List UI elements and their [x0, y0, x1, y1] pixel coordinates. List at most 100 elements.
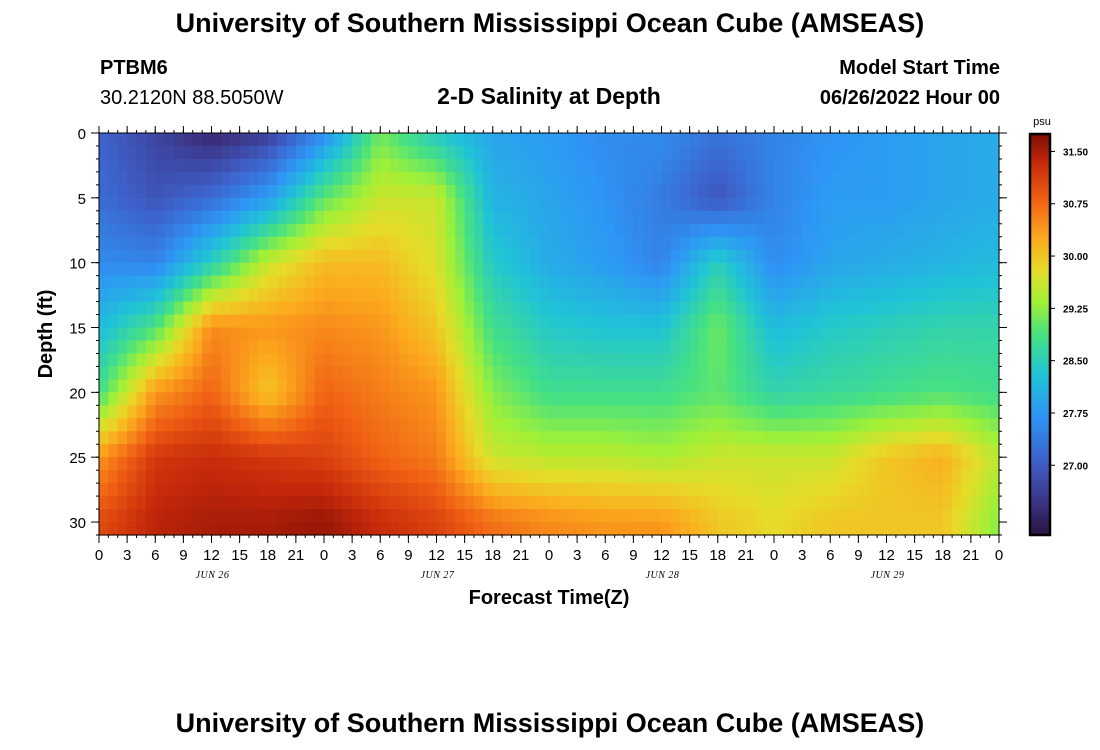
heatmap-cell [202, 418, 213, 432]
heatmap-cell [474, 223, 484, 238]
heatmap-cell [586, 236, 597, 251]
heatmap-cell [483, 496, 494, 510]
heatmap-cell [624, 509, 634, 523]
heatmap-cell [445, 392, 456, 406]
heatmap-cell [764, 249, 775, 264]
heatmap-cell [249, 158, 259, 173]
heatmap-cell [295, 314, 306, 329]
heatmap-cell [652, 340, 663, 355]
heatmap-cell [464, 431, 475, 445]
heatmap-cell [305, 457, 316, 471]
heatmap-cell [211, 470, 222, 484]
heatmap-cell [727, 301, 738, 316]
heatmap-cell [924, 288, 934, 303]
heatmap-cell [895, 184, 906, 199]
heatmap-cell [670, 210, 681, 225]
heatmap-cell [530, 249, 541, 264]
heatmap-cell [858, 327, 869, 342]
heatmap-cell [445, 509, 456, 523]
heatmap-cell [914, 301, 925, 316]
heatmap-cell [980, 366, 991, 380]
heatmap-cell [99, 509, 109, 523]
heatmap-cell [867, 457, 878, 471]
heatmap-cell [830, 483, 841, 497]
colorbar-segment [1030, 397, 1050, 402]
heatmap-cell [961, 197, 972, 212]
heatmap-cell [736, 236, 747, 251]
heatmap-cell [708, 405, 719, 419]
heatmap-cell [389, 431, 400, 445]
heatmap-cell [249, 470, 259, 484]
heatmap-cell [136, 262, 147, 277]
heatmap-cell [736, 184, 747, 199]
heatmap-cell [520, 496, 531, 510]
heatmap-cell [445, 275, 456, 290]
heatmap-cell [361, 483, 372, 497]
colorbar-segment [1030, 441, 1050, 446]
heatmap-cell [464, 262, 475, 277]
heatmap-cell [370, 197, 381, 212]
heatmap-cell [717, 171, 728, 186]
heatmap-cell [952, 444, 963, 458]
heatmap-cell [783, 314, 794, 329]
heatmap-cell [286, 262, 297, 277]
heatmap-cell [849, 366, 859, 380]
heatmap-cell [961, 522, 972, 536]
heatmap-cell [567, 184, 578, 199]
heatmap-cell [755, 262, 766, 277]
heatmap-cell [633, 483, 644, 497]
colorbar-segment [1030, 501, 1050, 506]
colorbar-segment [1030, 240, 1050, 245]
heatmap-cell [136, 483, 147, 497]
heatmap-cell [370, 301, 381, 316]
heatmap-cell [202, 288, 213, 303]
heatmap-cell [727, 133, 738, 147]
heatmap-cell [689, 470, 700, 484]
heatmap-cell [342, 275, 353, 290]
heatmap-cell [914, 392, 925, 406]
heatmap-cell [549, 145, 559, 160]
heatmap-cell [549, 496, 559, 510]
heatmap-cell [830, 145, 841, 160]
heatmap-cell [492, 327, 503, 342]
heatmap-cell [670, 158, 681, 173]
heatmap-cell [886, 236, 897, 251]
colorbar-segment [1030, 257, 1050, 262]
heatmap-cell [689, 444, 700, 458]
heatmap-cell [717, 210, 728, 225]
heatmap-cell [230, 496, 241, 510]
heatmap-cell [595, 275, 606, 290]
heatmap-cell [530, 210, 541, 225]
heatmap-cell [886, 210, 897, 225]
heatmap-cell [755, 470, 766, 484]
heatmap-cell [933, 509, 944, 523]
heatmap-cell [970, 431, 981, 445]
heatmap-cell [820, 457, 831, 471]
heatmap-cell [811, 249, 822, 264]
heatmap-cell [877, 418, 888, 432]
heatmap-cell [352, 145, 363, 160]
heatmap-cell [286, 431, 297, 445]
heatmap-cell [811, 418, 822, 432]
heatmap-cell [408, 314, 419, 329]
heatmap-cell [905, 327, 916, 342]
heatmap-cell [849, 145, 859, 160]
heatmap-cell [792, 327, 803, 342]
heatmap-cell [614, 353, 625, 368]
heatmap-cell [727, 392, 738, 406]
heatmap-cell [811, 444, 822, 458]
colorbar-segment [1030, 260, 1050, 265]
heatmap-cell [774, 145, 784, 160]
heatmap-cell [417, 171, 428, 186]
heatmap-cell [586, 223, 597, 238]
heatmap-cell [783, 184, 794, 199]
heatmap-cell [211, 133, 222, 147]
heatmap-cell [624, 223, 634, 238]
heatmap-cell [745, 145, 756, 160]
heatmap-cell [239, 379, 250, 393]
heatmap-cell [764, 327, 775, 342]
heatmap-cell [633, 444, 644, 458]
heatmap-cell [436, 496, 447, 510]
heatmap-cell [483, 262, 494, 277]
heatmap-cell [830, 301, 841, 316]
